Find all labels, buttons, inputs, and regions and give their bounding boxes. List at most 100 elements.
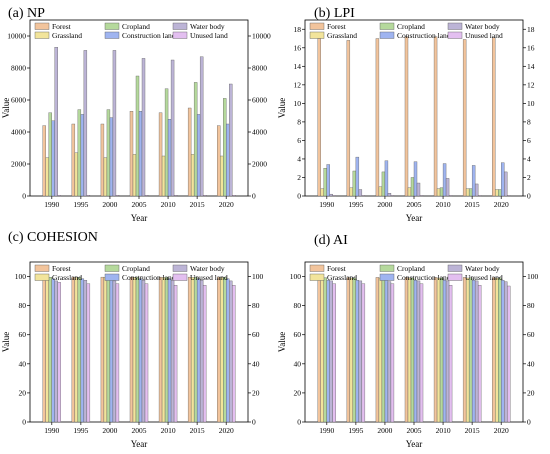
bar bbox=[144, 195, 149, 197]
bar bbox=[323, 277, 327, 423]
bar bbox=[349, 277, 354, 423]
bar bbox=[507, 285, 511, 423]
bar bbox=[193, 277, 198, 423]
bar bbox=[199, 56, 204, 197]
y-tick-label-right: 100 bbox=[527, 272, 539, 281]
y-tick-label-right: 60 bbox=[252, 330, 260, 339]
legend-swatch bbox=[104, 31, 120, 39]
legend-swatch bbox=[34, 22, 50, 30]
y-tick-label-right: 40 bbox=[252, 359, 260, 368]
x-tick-label: 2000 bbox=[377, 426, 392, 435]
bar bbox=[86, 283, 91, 423]
bar bbox=[202, 195, 207, 197]
bar bbox=[474, 280, 479, 423]
bar bbox=[220, 155, 224, 197]
bar bbox=[346, 40, 351, 197]
bar bbox=[164, 88, 169, 197]
bar bbox=[103, 277, 108, 423]
legend-swatch bbox=[379, 273, 395, 281]
y-tick-label-right: 2000 bbox=[252, 160, 267, 169]
x-tick-label: 2010 bbox=[436, 200, 451, 209]
y-tick-label: 10 bbox=[294, 99, 302, 108]
y-tick-label-right: 60 bbox=[527, 330, 535, 339]
y-tick-label: 4 bbox=[297, 154, 301, 163]
chart-panel-2: (b) LPI 0 0 2 2 4 4 6 6 8 8 10 10 12 12 14 14 16 16 18 18 Yea… bbox=[277, 6, 535, 223]
legend-label: Water body bbox=[465, 22, 500, 31]
bar bbox=[190, 277, 195, 423]
legend-label: Water body bbox=[190, 22, 225, 31]
bar bbox=[504, 281, 508, 423]
x-tick-label: 2005 bbox=[407, 200, 422, 209]
y-tick-label-right: 6000 bbox=[252, 96, 267, 105]
bar bbox=[436, 188, 441, 197]
bar bbox=[83, 50, 88, 197]
bar bbox=[80, 278, 85, 423]
bar bbox=[349, 187, 354, 197]
legend-swatch bbox=[104, 273, 120, 281]
legend-swatch bbox=[309, 273, 325, 281]
bar bbox=[54, 280, 58, 423]
bar bbox=[317, 38, 321, 197]
legend-swatch bbox=[447, 264, 463, 272]
bar bbox=[48, 112, 52, 197]
bar bbox=[477, 285, 482, 423]
y-tick-label-right: 20 bbox=[252, 388, 260, 397]
bar bbox=[161, 277, 166, 423]
bar bbox=[158, 276, 163, 423]
bar bbox=[199, 280, 204, 423]
bar bbox=[86, 195, 91, 197]
bar bbox=[433, 277, 438, 423]
panel-title: (b) LPI bbox=[314, 6, 355, 21]
y-axis-label: Value bbox=[277, 332, 287, 353]
y-tick-label: 0 bbox=[22, 192, 26, 201]
y-tick-label: 60 bbox=[19, 330, 27, 339]
bar bbox=[448, 285, 453, 423]
bar bbox=[100, 123, 105, 197]
x-axis-label: Year bbox=[406, 439, 423, 449]
legend-label: Forest bbox=[52, 22, 72, 31]
y-tick-label: 6 bbox=[297, 136, 301, 145]
y-tick-label-right: 0 bbox=[252, 418, 256, 427]
legend-swatch bbox=[309, 22, 325, 30]
legend-label: Water body bbox=[465, 264, 500, 273]
bar bbox=[54, 47, 58, 197]
x-tick-label: 1995 bbox=[348, 200, 363, 209]
x-tick-label: 2020 bbox=[219, 200, 234, 209]
bar bbox=[193, 82, 198, 197]
bar bbox=[80, 114, 85, 197]
bar bbox=[190, 154, 195, 197]
legend-swatch bbox=[172, 31, 188, 39]
x-tick-label: 2000 bbox=[102, 200, 117, 209]
bar bbox=[45, 157, 49, 197]
bar bbox=[413, 161, 418, 197]
bar bbox=[410, 277, 415, 423]
bar bbox=[433, 36, 438, 197]
bar bbox=[501, 280, 505, 423]
x-tick-label: 2000 bbox=[102, 426, 117, 435]
y-tick-label: 60 bbox=[294, 330, 302, 339]
legend-label: Unused land bbox=[190, 273, 228, 282]
bar bbox=[419, 195, 424, 197]
x-tick-label: 2000 bbox=[377, 200, 392, 209]
bar bbox=[495, 189, 499, 197]
bar bbox=[355, 156, 360, 197]
bar bbox=[375, 38, 380, 197]
bar bbox=[352, 170, 357, 197]
bar bbox=[462, 277, 467, 423]
bar bbox=[439, 277, 444, 423]
bar bbox=[404, 277, 409, 423]
bar bbox=[138, 111, 143, 197]
bar bbox=[229, 83, 233, 197]
bar bbox=[317, 277, 321, 423]
bar bbox=[468, 188, 473, 197]
bar bbox=[129, 276, 134, 423]
bar bbox=[495, 277, 499, 423]
bar bbox=[346, 277, 351, 423]
legend-swatch bbox=[34, 31, 50, 39]
bar bbox=[465, 277, 470, 423]
x-tick-label: 1995 bbox=[73, 200, 88, 209]
legend-label: Water body bbox=[190, 264, 225, 273]
bar bbox=[71, 276, 76, 423]
y-tick-label: 80 bbox=[294, 301, 302, 310]
